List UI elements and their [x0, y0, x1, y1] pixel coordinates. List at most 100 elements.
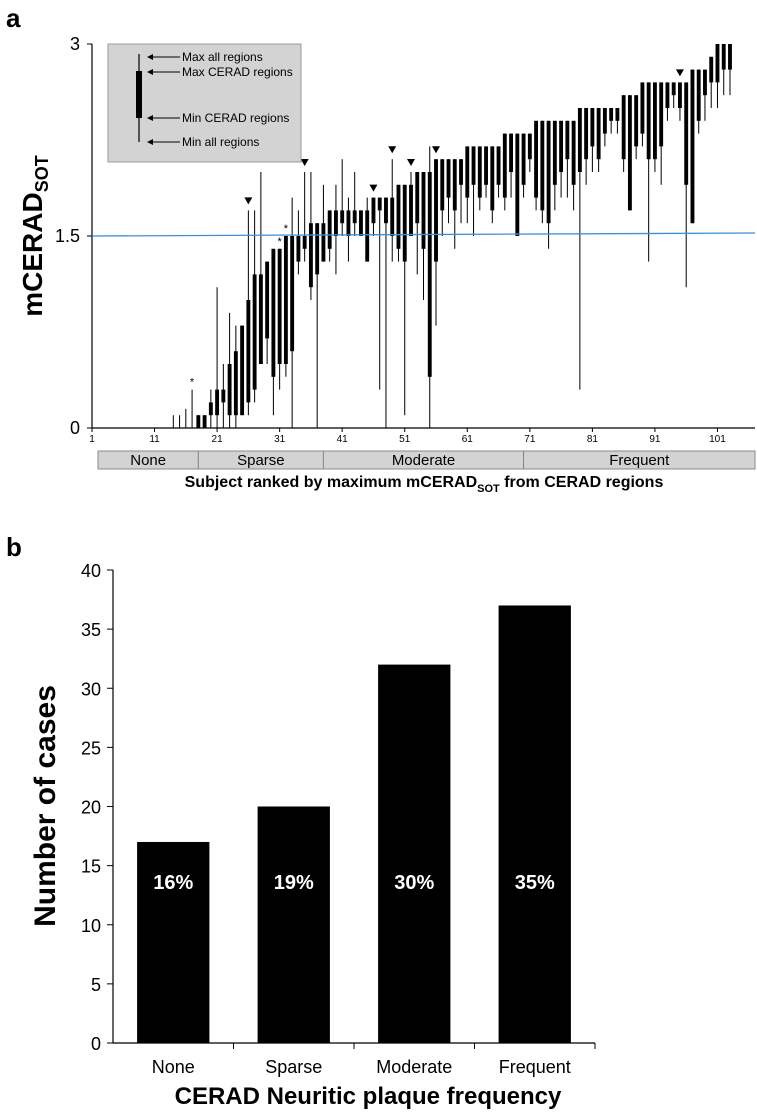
- a-range-bar: [415, 172, 420, 224]
- a-range-bar: [571, 120, 576, 185]
- panel-a-y-axis-title: mCERADSOT: [17, 155, 52, 316]
- a-range-bar: [552, 120, 557, 185]
- a-triangle-marker: [244, 197, 253, 205]
- a-range-bar: [452, 159, 457, 211]
- a-range-bar: [546, 120, 551, 224]
- a-range-bar: [565, 120, 570, 160]
- a-range-bar: [665, 82, 670, 108]
- a-range-bar: [315, 223, 320, 275]
- a-range-bar: [308, 223, 313, 288]
- a-xtick-label: 61: [462, 434, 474, 445]
- a-range-bar: [427, 172, 432, 377]
- a-threshold-line: [91, 232, 756, 237]
- a-xtick-label: 81: [587, 434, 599, 445]
- a-range-bar: [396, 184, 401, 249]
- panel-a-label: a: [6, 3, 21, 33]
- a-range-bar: [434, 159, 438, 262]
- b-ytick-label: 10: [81, 916, 101, 936]
- a-xtick-label: 21: [212, 434, 224, 445]
- a-range-bar: [271, 248, 276, 377]
- a-range-bar: [477, 146, 482, 198]
- a-range-bar: [465, 146, 470, 198]
- panel-b-x-axis-title: CERAD Neuritic plaque frequency: [175, 1083, 562, 1110]
- a-range-bar: [352, 210, 357, 224]
- a-range-bar: [202, 415, 207, 428]
- a-range-bar: [321, 223, 326, 262]
- a-range-bar: [327, 210, 332, 249]
- a-range-bar: [596, 108, 601, 160]
- panel-b-label: b: [6, 532, 22, 562]
- a-range-bar: [302, 236, 307, 249]
- a-range-bar: [496, 146, 501, 185]
- b-bar-none: [137, 841, 210, 1043]
- a-triangle-marker: [300, 159, 309, 166]
- a-range-bar: [409, 184, 413, 236]
- b-bar-percent-label: 16%: [153, 872, 193, 894]
- b-ytick-label: 30: [81, 679, 101, 699]
- legend-max-all: Max all regions: [182, 50, 263, 64]
- a-xtick-label: 31: [274, 434, 286, 445]
- a-group-band: [523, 450, 756, 470]
- a-range-bar: [227, 364, 232, 416]
- a-range-bar: [340, 210, 345, 224]
- a-ytick-label: 1.5: [55, 226, 80, 246]
- a-range-bar: [258, 274, 263, 364]
- a-range-bar: [346, 210, 351, 236]
- a-range-bar: [333, 210, 338, 236]
- b-bar-sparse: [257, 806, 330, 1043]
- a-range-bar: [721, 44, 726, 70]
- a-range-bar: [678, 82, 682, 108]
- a-range-bar: [609, 108, 614, 121]
- a-triangle-marker: [369, 184, 378, 192]
- a-range-bar: [390, 197, 395, 236]
- a-range-bar: [690, 69, 695, 224]
- a-range-bar: [684, 82, 689, 185]
- a-range-bar: [634, 95, 639, 147]
- a-group-label: Moderate: [392, 452, 455, 469]
- a-ytick-label: 0: [70, 418, 80, 438]
- a-xtick-label: 11: [149, 434, 160, 445]
- legend-min-cerad: Min CERAD regions: [182, 111, 289, 125]
- a-range-bar: [252, 274, 257, 390]
- a-range-bar: [703, 69, 707, 96]
- b-ytick-label: 25: [81, 738, 101, 758]
- a-range-bar: [515, 133, 520, 236]
- a-range-bar: [652, 82, 657, 160]
- a-triangle-marker: [406, 159, 415, 166]
- a-range-bar: [696, 69, 701, 121]
- a-range-bar: [534, 120, 539, 198]
- a-asterisk-marker: *: [190, 377, 195, 389]
- b-category-label: Sparse: [265, 1057, 322, 1077]
- a-range-bar: [559, 120, 564, 172]
- legend-box-bar: [136, 71, 142, 118]
- a-triangle-marker: [432, 146, 441, 154]
- a-range-bar: [290, 236, 295, 352]
- panel-a-chart: 01.53 1 11 21 31 41 51 61 71 81 91 101 *** None Spa…: [17, 34, 756, 495]
- panel-b-chart: 0 5 10 15 20 25 30 35 40 16% None 19% Sparse 30% Mode…: [29, 561, 596, 1110]
- a-asterisk-marker: *: [278, 236, 283, 248]
- a-range-bar: [446, 159, 451, 198]
- a-range-bar: [709, 56, 714, 83]
- a-range-bar: [208, 402, 213, 416]
- b-bar-frequent: [498, 605, 571, 1043]
- a-range-bar: [640, 82, 645, 134]
- b-ytick-label: 15: [81, 857, 101, 877]
- panel-b-y-axis-title: Number of cases: [29, 685, 62, 927]
- b-bar-moderate: [378, 664, 451, 1043]
- a-range-bar: [384, 197, 388, 224]
- a-range-bar: [502, 133, 507, 198]
- a-range-bar: [715, 44, 720, 83]
- a-range-bar: [240, 325, 245, 416]
- a-xtick-label: 71: [524, 434, 536, 445]
- legend-max-cerad: Max CERAD regions: [182, 65, 293, 79]
- b-bar-percent-label: 35%: [515, 872, 555, 894]
- a-range-bar: [246, 300, 251, 403]
- a-group-label: None: [130, 452, 166, 469]
- a-range-bar: [728, 44, 732, 70]
- b-bar-percent-label: 30%: [394, 872, 434, 894]
- a-range-bar: [577, 108, 582, 172]
- a-range-bar: [421, 172, 426, 249]
- a-group-label: Sparse: [237, 452, 285, 469]
- a-range-bar: [509, 133, 514, 172]
